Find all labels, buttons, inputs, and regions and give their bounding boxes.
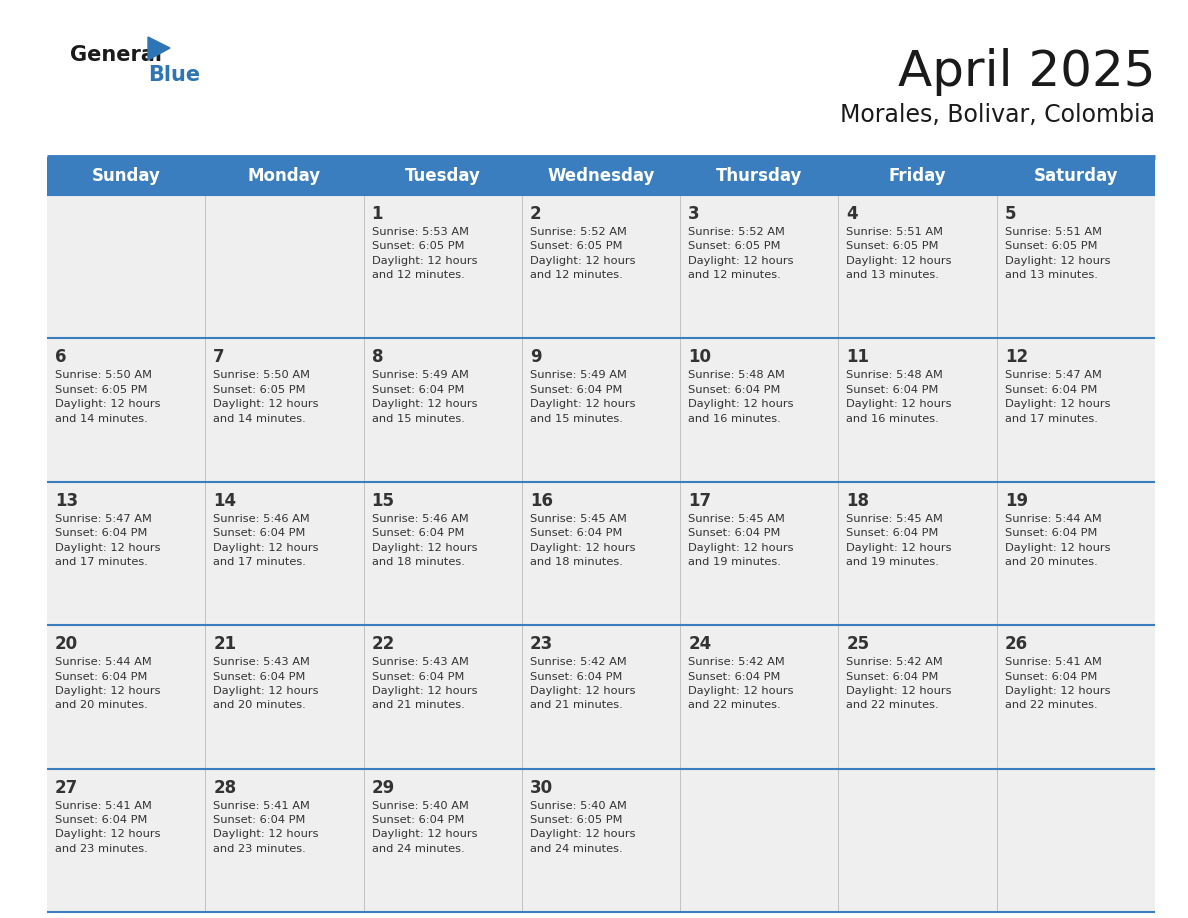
Bar [48, 339, 1155, 482]
Text: 24: 24 [688, 635, 712, 654]
Text: Blue: Blue [148, 65, 200, 85]
Text: 6: 6 [55, 349, 67, 366]
Text: Sunrise: 5:51 AM
Sunset: 6:05 PM
Daylight: 12 hours
and 13 minutes.: Sunrise: 5:51 AM Sunset: 6:05 PM Dayligh… [846, 227, 952, 280]
Text: Sunrise: 5:45 AM
Sunset: 6:04 PM
Daylight: 12 hours
and 19 minutes.: Sunrise: 5:45 AM Sunset: 6:04 PM Dayligh… [688, 514, 794, 567]
Text: Sunrise: 5:40 AM
Sunset: 6:05 PM
Daylight: 12 hours
and 24 minutes.: Sunrise: 5:40 AM Sunset: 6:05 PM Dayligh… [530, 800, 636, 854]
Text: 19: 19 [1005, 492, 1028, 509]
Text: 5: 5 [1005, 205, 1016, 223]
Polygon shape [148, 37, 170, 60]
Text: General: General [70, 45, 162, 65]
Text: 15: 15 [372, 492, 394, 509]
Text: Sunrise: 5:51 AM
Sunset: 6:05 PM
Daylight: 12 hours
and 13 minutes.: Sunrise: 5:51 AM Sunset: 6:05 PM Dayligh… [1005, 227, 1111, 280]
Text: Sunrise: 5:44 AM
Sunset: 6:04 PM
Daylight: 12 hours
and 20 minutes.: Sunrise: 5:44 AM Sunset: 6:04 PM Dayligh… [55, 657, 160, 711]
Text: Sunrise: 5:47 AM
Sunset: 6:04 PM
Daylight: 12 hours
and 17 minutes.: Sunrise: 5:47 AM Sunset: 6:04 PM Dayligh… [1005, 370, 1111, 423]
Text: 21: 21 [214, 635, 236, 654]
Text: Sunrise: 5:52 AM
Sunset: 6:05 PM
Daylight: 12 hours
and 12 minutes.: Sunrise: 5:52 AM Sunset: 6:05 PM Dayligh… [530, 227, 636, 280]
Text: Sunrise: 5:53 AM
Sunset: 6:05 PM
Daylight: 12 hours
and 12 minutes.: Sunrise: 5:53 AM Sunset: 6:05 PM Dayligh… [372, 227, 478, 280]
Text: 1: 1 [372, 205, 383, 223]
Text: Sunrise: 5:46 AM
Sunset: 6:04 PM
Daylight: 12 hours
and 17 minutes.: Sunrise: 5:46 AM Sunset: 6:04 PM Dayligh… [214, 514, 318, 567]
Text: 12: 12 [1005, 349, 1028, 366]
Text: 18: 18 [846, 492, 870, 509]
Text: 22: 22 [372, 635, 394, 654]
Text: Sunrise: 5:43 AM
Sunset: 6:04 PM
Daylight: 12 hours
and 21 minutes.: Sunrise: 5:43 AM Sunset: 6:04 PM Dayligh… [372, 657, 478, 711]
Bar [48, 195, 1155, 339]
Text: Sunrise: 5:50 AM
Sunset: 6:05 PM
Daylight: 12 hours
and 14 minutes.: Sunrise: 5:50 AM Sunset: 6:05 PM Dayligh… [55, 370, 160, 423]
Text: Sunrise: 5:43 AM
Sunset: 6:04 PM
Daylight: 12 hours
and 20 minutes.: Sunrise: 5:43 AM Sunset: 6:04 PM Dayligh… [214, 657, 318, 711]
Text: 28: 28 [214, 778, 236, 797]
Text: 29: 29 [372, 778, 394, 797]
Text: Wednesday: Wednesday [548, 167, 655, 185]
Text: April 2025: April 2025 [897, 48, 1155, 96]
Text: 10: 10 [688, 349, 712, 366]
Text: 4: 4 [846, 205, 858, 223]
Text: Sunrise: 5:44 AM
Sunset: 6:04 PM
Daylight: 12 hours
and 20 minutes.: Sunrise: 5:44 AM Sunset: 6:04 PM Dayligh… [1005, 514, 1111, 567]
Text: 14: 14 [214, 492, 236, 509]
Text: Sunrise: 5:41 AM
Sunset: 6:04 PM
Daylight: 12 hours
and 23 minutes.: Sunrise: 5:41 AM Sunset: 6:04 PM Dayligh… [55, 800, 160, 854]
Text: Sunday: Sunday [91, 167, 160, 185]
Text: Sunrise: 5:48 AM
Sunset: 6:04 PM
Daylight: 12 hours
and 16 minutes.: Sunrise: 5:48 AM Sunset: 6:04 PM Dayligh… [846, 370, 952, 423]
Text: 7: 7 [214, 349, 225, 366]
Text: Thursday: Thursday [716, 167, 802, 185]
Text: 9: 9 [530, 349, 542, 366]
Text: Sunrise: 5:47 AM
Sunset: 6:04 PM
Daylight: 12 hours
and 17 minutes.: Sunrise: 5:47 AM Sunset: 6:04 PM Dayligh… [55, 514, 160, 567]
Text: Sunrise: 5:40 AM
Sunset: 6:04 PM
Daylight: 12 hours
and 24 minutes.: Sunrise: 5:40 AM Sunset: 6:04 PM Dayligh… [372, 800, 478, 854]
Text: 20: 20 [55, 635, 78, 654]
Text: 11: 11 [846, 349, 870, 366]
Text: 23: 23 [530, 635, 554, 654]
Bar [48, 768, 1155, 912]
Text: Sunrise: 5:45 AM
Sunset: 6:04 PM
Daylight: 12 hours
and 18 minutes.: Sunrise: 5:45 AM Sunset: 6:04 PM Dayligh… [530, 514, 636, 567]
Text: Sunrise: 5:42 AM
Sunset: 6:04 PM
Daylight: 12 hours
and 21 minutes.: Sunrise: 5:42 AM Sunset: 6:04 PM Dayligh… [530, 657, 636, 711]
Text: Friday: Friday [889, 167, 947, 185]
Text: Sunrise: 5:52 AM
Sunset: 6:05 PM
Daylight: 12 hours
and 12 minutes.: Sunrise: 5:52 AM Sunset: 6:05 PM Dayligh… [688, 227, 794, 280]
Text: 2: 2 [530, 205, 542, 223]
Text: Sunrise: 5:49 AM
Sunset: 6:04 PM
Daylight: 12 hours
and 15 minutes.: Sunrise: 5:49 AM Sunset: 6:04 PM Dayligh… [372, 370, 478, 423]
Text: Sunrise: 5:50 AM
Sunset: 6:05 PM
Daylight: 12 hours
and 14 minutes.: Sunrise: 5:50 AM Sunset: 6:05 PM Dayligh… [214, 370, 318, 423]
Bar [48, 157, 1155, 195]
Text: Morales, Bolivar, Colombia: Morales, Bolivar, Colombia [840, 103, 1155, 127]
Text: 13: 13 [55, 492, 78, 509]
Text: Sunrise: 5:48 AM
Sunset: 6:04 PM
Daylight: 12 hours
and 16 minutes.: Sunrise: 5:48 AM Sunset: 6:04 PM Dayligh… [688, 370, 794, 423]
Text: Sunrise: 5:42 AM
Sunset: 6:04 PM
Daylight: 12 hours
and 22 minutes.: Sunrise: 5:42 AM Sunset: 6:04 PM Dayligh… [846, 657, 952, 711]
Text: Tuesday: Tuesday [405, 167, 481, 185]
Text: 8: 8 [372, 349, 383, 366]
Text: Saturday: Saturday [1034, 167, 1118, 185]
Text: 26: 26 [1005, 635, 1028, 654]
Text: 30: 30 [530, 778, 552, 797]
Text: Sunrise: 5:45 AM
Sunset: 6:04 PM
Daylight: 12 hours
and 19 minutes.: Sunrise: 5:45 AM Sunset: 6:04 PM Dayligh… [846, 514, 952, 567]
Text: Sunrise: 5:41 AM
Sunset: 6:04 PM
Daylight: 12 hours
and 23 minutes.: Sunrise: 5:41 AM Sunset: 6:04 PM Dayligh… [214, 800, 318, 854]
Text: 17: 17 [688, 492, 712, 509]
Text: 27: 27 [55, 778, 78, 797]
Text: Monday: Monday [248, 167, 321, 185]
Text: 25: 25 [846, 635, 870, 654]
Bar [48, 625, 1155, 768]
Text: Sunrise: 5:49 AM
Sunset: 6:04 PM
Daylight: 12 hours
and 15 minutes.: Sunrise: 5:49 AM Sunset: 6:04 PM Dayligh… [530, 370, 636, 423]
Text: 3: 3 [688, 205, 700, 223]
Text: Sunrise: 5:41 AM
Sunset: 6:04 PM
Daylight: 12 hours
and 22 minutes.: Sunrise: 5:41 AM Sunset: 6:04 PM Dayligh… [1005, 657, 1111, 711]
Text: 16: 16 [530, 492, 552, 509]
Bar [48, 482, 1155, 625]
Text: Sunrise: 5:46 AM
Sunset: 6:04 PM
Daylight: 12 hours
and 18 minutes.: Sunrise: 5:46 AM Sunset: 6:04 PM Dayligh… [372, 514, 478, 567]
Text: Sunrise: 5:42 AM
Sunset: 6:04 PM
Daylight: 12 hours
and 22 minutes.: Sunrise: 5:42 AM Sunset: 6:04 PM Dayligh… [688, 657, 794, 711]
